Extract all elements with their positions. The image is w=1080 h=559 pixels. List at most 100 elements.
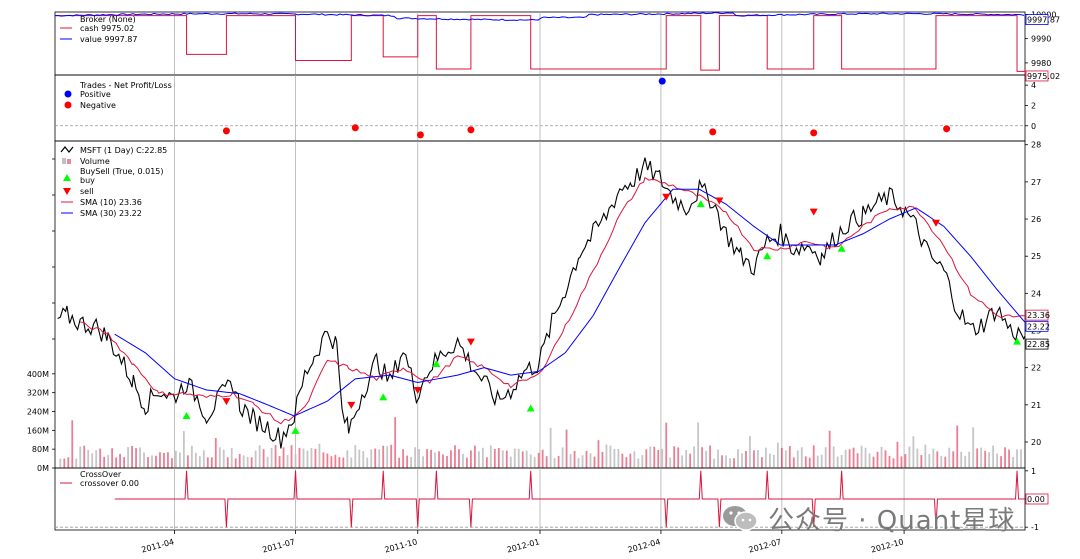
volume-bar — [621, 453, 624, 468]
y-tick-label: 2 — [1031, 101, 1036, 110]
volume-bar — [804, 456, 807, 468]
sell-marker — [662, 193, 671, 201]
volume-bar — [358, 449, 361, 468]
volume-bar — [613, 449, 616, 468]
volume-bar — [757, 450, 759, 468]
sma10-valbox: 23.36 — [1027, 311, 1050, 320]
volume-bar — [533, 457, 536, 468]
volume-bar — [796, 450, 799, 468]
volume-bar — [852, 447, 855, 468]
volume-bar — [282, 447, 285, 468]
y-tick-label: -1 — [1031, 523, 1039, 532]
cash-line — [55, 15, 1026, 75]
volume-bar — [366, 457, 369, 468]
volume-bar — [717, 449, 719, 468]
volume-bar — [190, 445, 193, 468]
volume-bar — [266, 456, 269, 468]
volume-bar — [996, 453, 998, 468]
volume-bar — [828, 430, 831, 468]
volume-bar — [832, 446, 835, 468]
volume-bar — [992, 445, 995, 468]
volume-bar — [772, 454, 775, 468]
sell-marker — [809, 208, 818, 216]
y-tick-label: 24 — [1031, 289, 1041, 298]
cash-legend-label: cash 9975.02 — [80, 24, 134, 33]
volume-bar — [972, 427, 975, 468]
volume-bar — [442, 454, 444, 468]
volume-bar — [222, 449, 225, 468]
sell-legend-swatch — [63, 188, 71, 195]
volume-bar — [900, 456, 903, 468]
volume-bar — [430, 449, 432, 468]
volume-bar — [406, 455, 409, 468]
volume-bar — [473, 445, 476, 468]
volume-tick-label: 80M — [32, 445, 49, 454]
volume-bar — [836, 456, 839, 468]
volume-bar — [569, 454, 572, 468]
volume-bar — [816, 455, 819, 468]
buy-marker — [696, 200, 705, 208]
volume-bar — [960, 451, 963, 468]
x-tick-label: 2012-10 — [870, 537, 905, 554]
volume-bar — [541, 449, 544, 468]
volume-bar — [721, 455, 723, 468]
y-tick-label: 9990 — [1031, 35, 1051, 44]
volume-bar — [657, 449, 660, 468]
volume-bar — [390, 444, 393, 468]
volume-bar — [753, 450, 755, 468]
volume-bar — [896, 441, 899, 468]
volume-bar — [370, 449, 373, 468]
volume-bar — [581, 455, 584, 468]
volume-bar — [689, 453, 692, 468]
y-tick-label: 4 — [1031, 81, 1036, 90]
volume-bar — [111, 448, 114, 468]
volume-bar — [374, 448, 377, 468]
sma30-valbox-box — [1025, 320, 1049, 332]
volume-bar — [179, 452, 181, 468]
volume-bar — [318, 443, 321, 468]
volume-bar — [258, 445, 261, 468]
volume-bar — [330, 456, 333, 468]
volume-bar — [509, 456, 512, 468]
volume-bar — [87, 449, 90, 468]
y-tick-label: 22 — [1031, 364, 1041, 373]
volume-bar — [988, 452, 991, 468]
sma10-legend-label: SMA (10) 23.36 — [80, 198, 142, 207]
volume-bar — [402, 449, 405, 468]
volume-bar — [593, 456, 596, 468]
buy-marker — [526, 404, 535, 412]
volume-bar — [864, 447, 867, 468]
x-tick-label: 2011-07 — [261, 537, 296, 554]
cash-valbox: 9975.02 — [1027, 72, 1060, 81]
volume-bar — [561, 447, 564, 468]
volume-bar — [673, 446, 676, 468]
volume-bar — [382, 445, 385, 468]
volume-bar — [964, 455, 967, 468]
volume-bar — [210, 457, 213, 468]
volume-bar — [868, 453, 871, 468]
volume-bar — [677, 447, 680, 468]
volume-bar — [298, 447, 301, 468]
price-panel: 400M320M240M160M80M0M2827262524232221202… — [27, 140, 1050, 473]
volume-bar — [709, 445, 711, 468]
volume-bar — [274, 444, 277, 468]
x-tick-label: 2012-07 — [748, 537, 783, 554]
volume-bar — [186, 455, 189, 468]
volume-bar — [342, 457, 345, 468]
buy-marker — [182, 411, 191, 419]
y-tick-label: 20 — [1031, 438, 1041, 447]
volume-bar — [1008, 449, 1010, 468]
volume-bar — [171, 458, 173, 468]
y-tick-label: 21 — [1031, 401, 1041, 410]
volume-bar — [454, 445, 456, 468]
volume-tick-label: 160M — [27, 426, 49, 435]
crossover-legend-label: crossover 0.00 — [80, 479, 139, 488]
volume-bar — [163, 452, 165, 468]
volume-bar — [167, 452, 169, 468]
close-price-line — [57, 157, 1026, 449]
sell-marker — [347, 401, 356, 409]
volume-bar — [346, 450, 349, 468]
volume-tick-label: 0M — [37, 464, 49, 473]
volume-bar — [294, 454, 297, 468]
